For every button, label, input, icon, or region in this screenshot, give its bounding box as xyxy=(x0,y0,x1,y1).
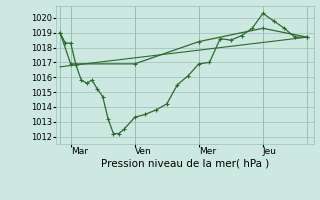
X-axis label: Pression niveau de la mer( hPa ): Pression niveau de la mer( hPa ) xyxy=(101,159,269,169)
